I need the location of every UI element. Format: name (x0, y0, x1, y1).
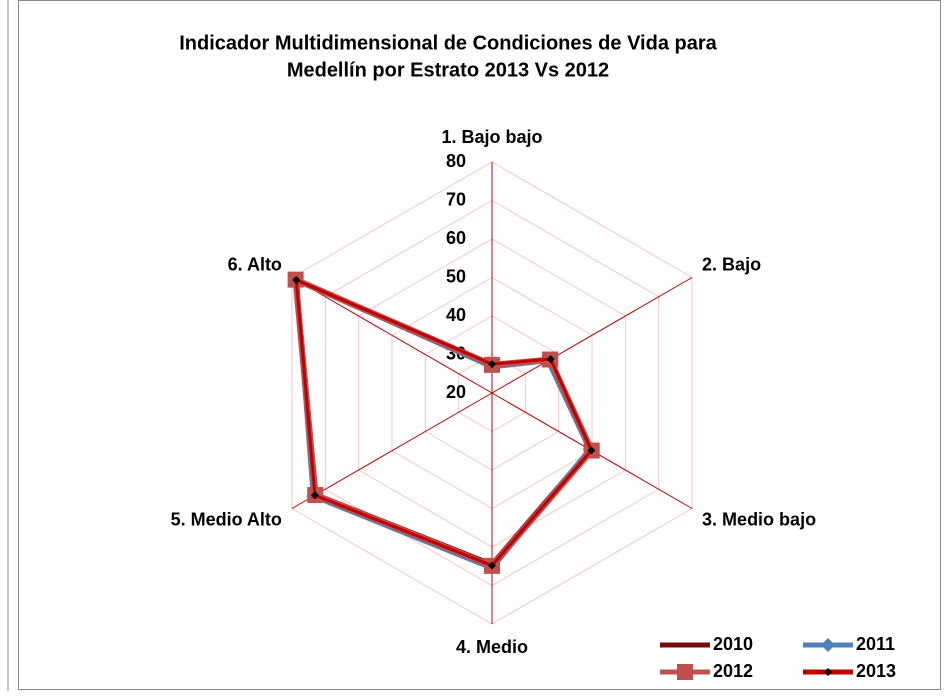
category-label: 2. Bajo (702, 254, 761, 274)
axis-spoke (491, 277, 693, 394)
category-label: 6. Alto (228, 254, 282, 274)
chart-title: Indicador Multidimensional de Condicione… (179, 32, 717, 54)
category-label: 4. Medio (456, 637, 528, 657)
marker (292, 276, 301, 285)
axis-spoke (291, 277, 493, 394)
marker (546, 355, 555, 364)
marker (488, 360, 496, 369)
legend-marker (821, 638, 835, 652)
y-tick-label: 70 (446, 189, 466, 209)
legend-label: 2013 (856, 661, 896, 681)
legend-marker (677, 664, 693, 680)
legend-marker (824, 668, 832, 676)
y-tick-label: 20 (446, 382, 466, 402)
marker (310, 491, 319, 500)
axis-spoke (291, 392, 493, 509)
legend-label: 2011 (856, 634, 895, 654)
legend-label: 2010 (713, 634, 753, 654)
chart-border (18, 0, 941, 690)
category-label: 3. Medio bajo (702, 509, 816, 529)
category-label: 5. Medio Alto (171, 509, 282, 529)
chart-title: Medellín por Estrato 2013 Vs 2012 (287, 59, 609, 81)
y-tick-label: 60 (446, 228, 466, 248)
marker (488, 561, 496, 570)
marker (587, 446, 596, 455)
y-tick-label: 40 (446, 305, 466, 325)
legend-label: 2012 (713, 661, 753, 681)
y-tick-label: 50 (446, 266, 466, 286)
y-tick-label: 80 (446, 151, 466, 171)
category-label: 1. Bajo bajo (441, 127, 542, 147)
